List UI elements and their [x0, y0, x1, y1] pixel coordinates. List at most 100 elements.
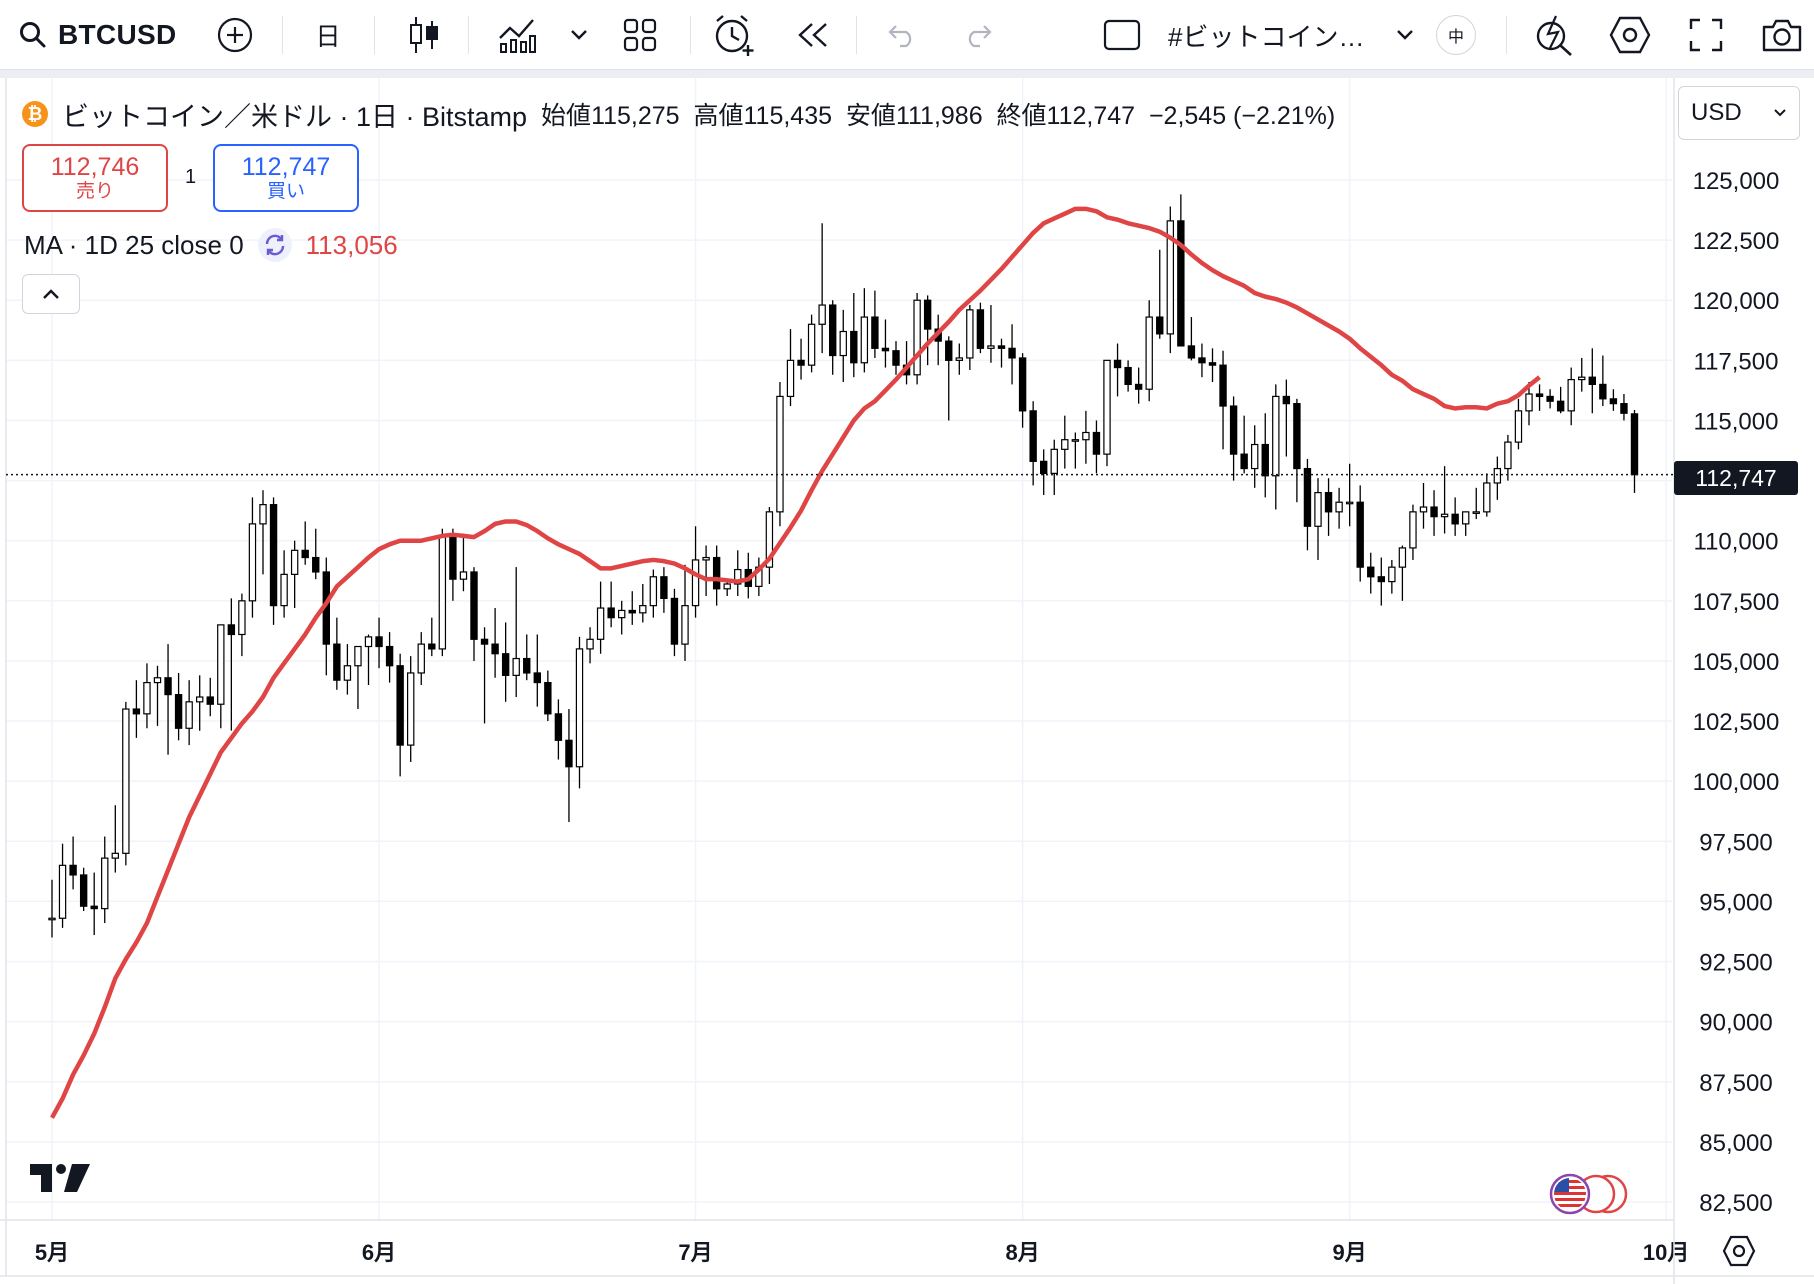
compare-add-button[interactable]: [212, 0, 258, 70]
candle-down: [544, 681, 552, 715]
ohlc-values: 始値115,275 高値115,435 安値111,986 終値112,747 …: [541, 96, 1335, 132]
candle-up: [259, 504, 267, 525]
candle-down: [1198, 357, 1206, 364]
scale-settings-icon[interactable]: [1722, 1234, 1756, 1268]
candle-down: [1156, 316, 1164, 335]
alert-button[interactable]: [710, 0, 758, 70]
refresh-icon[interactable]: [257, 228, 292, 262]
candle-down: [480, 638, 489, 645]
price-chart[interactable]: 82,500 85,000 87,500 90,000 92,500 95,000 97,5…: [0, 78, 1814, 1284]
low-value: 111,986: [895, 102, 983, 130]
tradingview-logo[interactable]: [28, 1160, 92, 1201]
candle-down: [712, 556, 721, 590]
candle-up: [290, 549, 299, 575]
search-icon: [20, 22, 46, 48]
candle-down: [1324, 492, 1333, 513]
undo-button[interactable]: [882, 0, 922, 70]
indicators-dropdown[interactable]: [566, 0, 592, 70]
candle-up: [1250, 443, 1259, 470]
x-tick-label: 8月: [1005, 1240, 1039, 1265]
candle-up: [58, 864, 67, 919]
candle-down: [470, 571, 478, 640]
candle-down: [1451, 513, 1459, 525]
candle-down: [1008, 347, 1016, 359]
chevron-down-icon: [1397, 30, 1413, 40]
sell-label: 売り: [75, 181, 114, 203]
y-tick-label: 110,000: [1694, 529, 1779, 556]
candle-up: [702, 556, 710, 561]
redo-button[interactable]: [958, 0, 998, 70]
buy-button[interactable]: 112,747 買い: [213, 144, 359, 212]
ma-legend[interactable]: MA · 1D 25 close 0 113,056: [24, 228, 398, 262]
candle-up: [1567, 378, 1575, 412]
alert-icon: [715, 15, 754, 56]
candle-down: [396, 665, 404, 746]
chart-type-button[interactable]: [400, 0, 448, 70]
y-tick-label: 117,500: [1694, 348, 1779, 375]
open-value: 115,275: [591, 102, 680, 130]
sell-button[interactable]: 112,746 売り: [22, 144, 168, 212]
candle-up: [153, 677, 162, 684]
indicators-button[interactable]: [494, 0, 540, 70]
toolbar-separator: [1506, 16, 1507, 54]
candle-up: [1061, 439, 1069, 450]
fullscreen-button[interactable]: [1684, 0, 1728, 70]
collapse-legend-button[interactable]: [22, 274, 80, 314]
candle-up: [1272, 395, 1280, 477]
candle-up: [955, 357, 964, 361]
candle-down: [628, 609, 636, 614]
candle-up: [101, 857, 109, 910]
x-tick-label: 6月: [362, 1240, 396, 1265]
y-tick-label: 115,000: [1694, 408, 1779, 435]
currency-select[interactable]: USD: [1678, 86, 1800, 140]
candle-up: [1082, 431, 1090, 441]
toolbar-separator: [856, 16, 857, 54]
lang-badge: 中: [1436, 15, 1476, 55]
language-button[interactable]: 中: [1434, 0, 1478, 70]
candle-up: [1461, 511, 1470, 525]
layouts-icon: [623, 18, 657, 52]
change-value: −2,545 (−2.21%): [1148, 102, 1336, 130]
candle-down: [554, 713, 563, 741]
bitcoin-icon: ₿: [22, 101, 48, 127]
us-flag-events-icon[interactable]: [1540, 1172, 1630, 1216]
close-value: 112,747: [1046, 102, 1136, 130]
toolbar-separator: [282, 16, 283, 54]
candle-down: [850, 330, 858, 364]
candle-down: [301, 549, 309, 559]
quick-search-button[interactable]: [1530, 0, 1578, 70]
layout-menu-dropdown[interactable]: [1392, 0, 1418, 70]
close-label: 終値: [996, 102, 1047, 130]
candles-group: [48, 194, 1639, 1119]
y-tick-label: 100,000: [1693, 769, 1780, 796]
candle-up: [786, 359, 795, 398]
layout-name-button[interactable]: #ビットコイン…: [1168, 0, 1368, 70]
interval-button[interactable]: 日: [315, 23, 341, 51]
candle-up: [1472, 511, 1480, 514]
candle-down: [670, 597, 679, 645]
y-tick-label: 85,000: [1699, 1130, 1772, 1157]
candle-down: [945, 340, 953, 361]
candle-down: [1240, 453, 1248, 470]
screenshot-button[interactable]: [1758, 0, 1806, 70]
candle-up: [48, 917, 56, 921]
candle-down: [1356, 501, 1364, 568]
candle-down: [1039, 460, 1048, 474]
candle-down: [312, 556, 320, 573]
candle-up: [185, 701, 193, 729]
candle-up: [1514, 410, 1523, 443]
settings-button[interactable]: [1606, 0, 1654, 70]
buy-price: 112,747: [241, 152, 331, 181]
layout-toggle-button[interactable]: [1100, 0, 1144, 70]
candle-down: [660, 576, 668, 600]
layouts-button[interactable]: [620, 0, 660, 70]
y-tick-label: 107,500: [1693, 589, 1780, 616]
candle-up: [913, 299, 921, 376]
candle-down: [1620, 403, 1628, 414]
replay-button[interactable]: [790, 0, 834, 70]
candle-down: [871, 316, 879, 349]
candle-down: [1177, 220, 1185, 347]
candle-down: [449, 535, 457, 580]
symbol-search[interactable]: BTCUSD: [18, 0, 188, 70]
candle-up: [966, 309, 974, 359]
